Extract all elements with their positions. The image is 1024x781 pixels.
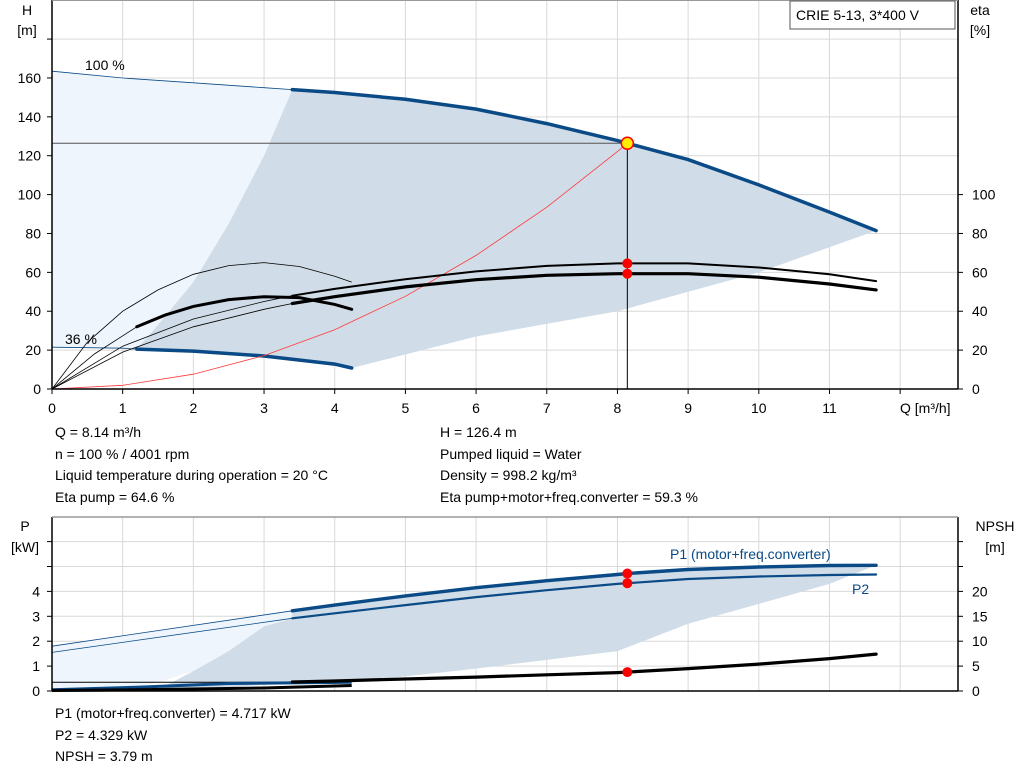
operating-point-marker [620,136,635,151]
x-tick-label: 5 [402,400,410,416]
bottom-chart-axes: 0 1 2 3 4 0 5 10 15 20 [32,516,988,699]
y-tick-label: 100 [18,187,42,203]
x-tick-label: 1 [119,400,127,416]
x-tick-label: 6 [472,400,480,416]
p-tick-label: 1 [32,658,40,674]
p1-curve-label: P1 (motor+freq.converter) [670,546,831,562]
light-area [52,71,293,350]
readout-speed: n = 100 % / 4001 rpm [55,445,190,462]
x-tick-label: 9 [684,400,692,416]
y2-tick-label: 60 [972,264,988,280]
h100-curve-thin-line [51,70,293,90]
p1-curve-line [290,563,878,613]
x-axis-label: Q [m³/h] [900,400,951,416]
x-tick-label: 11 [822,400,837,416]
y2-tick-label: 100 [972,187,996,203]
x-tick-label: 8 [614,400,622,416]
readout-bottom: P1 (motor+freq.converter) = 4.717 kW P2 … [55,703,291,768]
p-tick-label: 0 [32,683,40,699]
eta-total-marker [622,268,633,279]
readout-top-right: H = 126.4 m Pumped liquid = Water Densit… [440,422,698,508]
npsh-axis-label: NPSH [976,518,1015,534]
top-chart-areas [52,71,877,369]
y2-axis-label: eta [970,2,990,18]
legend-text: CRIE 5-13, 3*400 V [796,7,920,23]
readout-density: Density = 998.2 kg/m³ [440,467,577,483]
x-tick-label: 2 [189,400,197,416]
eta-pump-marker [622,258,633,269]
legend-box [789,0,956,30]
npsh-marker [622,667,633,678]
npsh-axis-unit: [m] [985,539,1004,555]
p-axis-label: P [20,518,29,534]
x-tick-label: 10 [751,400,767,416]
eta_pump-curve-thin-line [51,295,293,390]
npsh-curve-line [290,652,878,684]
y2-axis-unit: [%] [970,22,990,38]
p-tick-label: 4 [32,583,40,599]
y-tick-label: 40 [25,303,41,319]
eta_total-curve-line [290,272,878,306]
eta_total-curve-thin-line [51,303,293,390]
y-tick-label: 0 [33,381,41,397]
npsh-low-speed-line [51,684,352,693]
npsh-tick-label: 5 [972,658,980,674]
p2-curve-label: P2 [852,581,869,597]
p2-curve-line [291,573,878,620]
h100-curve-line [290,87,878,233]
p-axis-unit: [kW] [11,539,39,555]
y-tick-label: 140 [18,109,42,125]
y-tick-label: 60 [25,264,41,280]
readout-eta-pump: Eta pump = 64.6 % [55,488,175,505]
npsh-tick-label: 0 [972,683,980,699]
npsh-tick-label: 15 [972,608,988,624]
npsh-tick-label: 20 [972,583,988,599]
p2-marker [622,578,633,589]
eta_pump-curve-line [291,262,878,297]
eta_pump_36-curve-line [51,262,352,390]
p2-curve-thin-line [51,617,293,653]
readout-flow: Q = 8.14 m³/h [55,424,141,440]
y-tick-label: 20 [25,342,41,358]
p1-curve-thin-line [51,610,293,647]
x-tick-label: 0 [48,400,56,416]
readout-liquid: Pumped liquid = Water [440,445,582,462]
y-axis-unit: [m] [17,22,36,38]
p1-marker [622,568,633,579]
system-curve-line [51,142,628,390]
eta_total_36-curve-line [135,295,354,329]
light-power-area [52,610,293,690]
npsh-tick-label: 10 [972,633,988,649]
y-tick-label: 120 [18,148,42,164]
bottom-chart-areas [52,565,877,690]
y-tick-label: 80 [25,225,41,241]
curve-label-100: 100 % [85,57,125,73]
readout-head: H = 126.4 m [440,424,517,440]
readout-p2: P2 = 4.329 kW [55,726,148,743]
operating-power-area [158,565,877,690]
readout-eta-total: Eta pump+motor+freq.converter = 59.3 % [440,488,698,505]
y-tick-label: 160 [18,70,42,86]
x-tick-label: 3 [260,400,268,416]
y2-tick-label: 80 [972,225,988,241]
y-axis-label: H [22,2,32,18]
p1-low-speed-line [51,680,352,692]
readout-top-left: Q = 8.14 m³/h n = 100 % / 4001 rpm Liqui… [55,422,328,508]
p-tick-label: 2 [32,633,40,649]
y2-tick-label: 0 [972,381,980,397]
eta_total_36-curve-thin-line [51,326,138,390]
x-tick-label: 7 [543,400,551,416]
bottom-chart-curves [51,563,878,693]
y2-tick-label: 40 [972,303,988,319]
x-tick-label: 4 [331,400,339,416]
readout-temperature: Liquid temperature during operation = 20… [55,467,328,483]
readout-p1: P1 (motor+freq.converter) = 4.717 kW [55,705,291,721]
p-tick-label: 3 [32,608,40,624]
y2-tick-label: 20 [972,342,988,358]
readout-npsh: NPSH = 3.79 m [55,748,153,764]
top-chart-curves [51,70,878,390]
curve-label-36: 36 % [65,331,97,347]
